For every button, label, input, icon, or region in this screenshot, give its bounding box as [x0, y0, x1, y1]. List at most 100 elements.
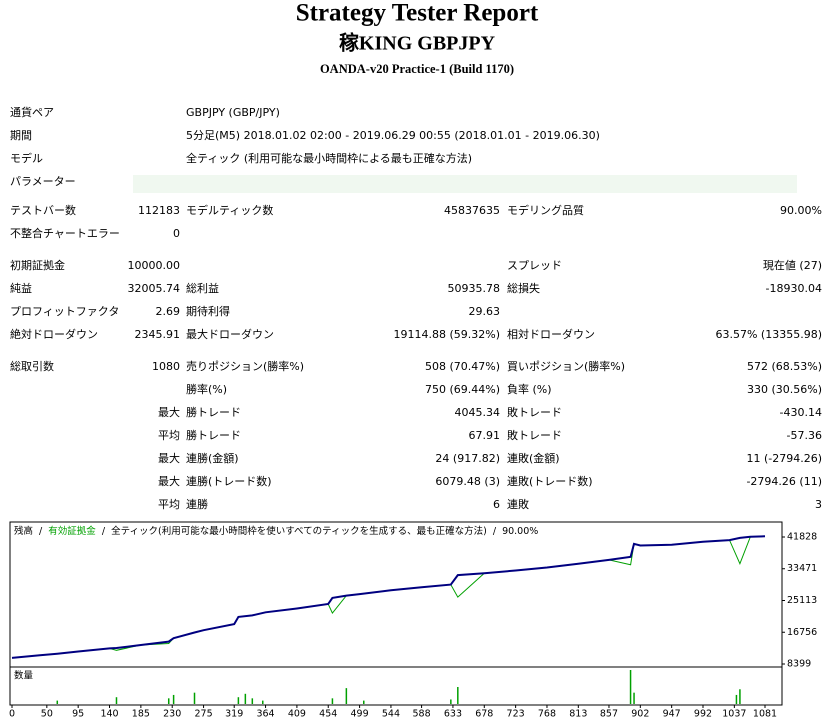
x-tick-label: 185	[132, 709, 150, 720]
stat-label: 連勝(トレード数)	[186, 474, 272, 488]
x-tick-label: 454	[319, 709, 337, 720]
stat-value: 50935.78	[448, 282, 501, 295]
stat-label: 連敗(トレード数)	[507, 474, 593, 488]
stat-label: 敗トレード	[507, 405, 562, 419]
parameters-label: パラメーター	[10, 175, 76, 188]
x-tick-label: 678	[475, 709, 493, 720]
stat-label: 連敗	[507, 497, 529, 511]
stat-label: 売りポジション(勝率%)	[186, 359, 304, 373]
stat-label: 総損失	[507, 281, 540, 295]
chart-frame	[9, 521, 783, 706]
volume-label: 数量	[14, 670, 34, 682]
stat-value: 4045.34	[455, 406, 501, 419]
legend-model: 全ティック(利用可能な最小時間枠を使いすべてのティックを生成する、最も正確な方法…	[111, 525, 487, 537]
x-tick-label: 633	[444, 709, 462, 720]
legend-balance: 残高	[14, 525, 33, 537]
stat-value: 3	[815, 498, 822, 511]
stat-label: 連敗(金額)	[507, 451, 560, 465]
y-tick-label: 25113	[787, 595, 817, 606]
info-value: 5分足(M5) 2018.01.02 02:00 - 2019.06.29 00…	[186, 129, 600, 142]
x-tick-label: 319	[225, 709, 243, 720]
stat-value: 最大	[158, 451, 180, 465]
stat-value: 19114.88 (59.32%)	[393, 328, 500, 341]
stat-value: 29.63	[469, 305, 501, 318]
x-tick-label: 409	[288, 709, 306, 720]
stat-value: 最大	[158, 405, 180, 419]
x-tick-label: 902	[631, 709, 649, 720]
x-tick-label: 544	[382, 709, 400, 720]
x-tick-label: 140	[100, 709, 118, 720]
x-tick-label: 499	[351, 709, 369, 720]
y-tick-label: 41828	[787, 532, 817, 543]
x-tick-label: 723	[507, 709, 525, 720]
stat-value: 最大	[158, 474, 180, 488]
stat-label: 初期証拠金	[10, 258, 65, 272]
stat-value: 11 (-2794.26)	[746, 452, 822, 465]
stat-value: -18930.04	[766, 282, 822, 295]
stat-label: 最大ドローダウン	[186, 327, 274, 341]
stat-value: 32005.74	[128, 282, 181, 295]
stat-value: 6079.48 (3)	[435, 475, 500, 488]
stat-label: 総利益	[186, 281, 219, 295]
stat-value: 2.69	[156, 305, 181, 318]
x-tick-label: 95	[72, 709, 84, 720]
stat-label: 総取引数	[10, 359, 54, 373]
stat-label: 敗トレード	[507, 428, 562, 442]
stat-value: 112183	[138, 204, 180, 217]
stat-label: 期待利得	[186, 304, 230, 318]
stat-value: 750 (69.44%)	[425, 383, 500, 396]
info-label: 期間	[10, 129, 32, 142]
y-tick-label: 16756	[787, 627, 817, 638]
info-value: 全ティック (利用可能な最小時間枠による最も正確な方法)	[186, 151, 472, 165]
legend-separator: /	[102, 526, 106, 537]
stat-value: 平均	[158, 498, 180, 511]
legend-separator: /	[39, 526, 43, 537]
stat-value: -430.14	[780, 406, 822, 419]
x-tick-label: 50	[41, 709, 53, 720]
info-value: GBPJPY (GBP/JPY)	[186, 106, 280, 119]
x-tick-label: 992	[694, 709, 712, 720]
stat-label: 相対ドローダウン	[507, 327, 595, 341]
stat-label: スプレッド	[507, 259, 562, 272]
stat-label: 勝トレード	[186, 405, 241, 419]
stat-value: 67.91	[469, 429, 501, 442]
chart-legend: 残高 / 有効証拠金 / 全ティック(利用可能な最小時間枠を使いすべてのティック…	[14, 525, 538, 537]
stat-label: 純益	[10, 281, 32, 295]
stat-label: 不整合チャートエラー	[10, 226, 120, 240]
stat-label: 買いポジション(勝率%)	[507, 359, 625, 373]
stat-label: 勝率(%)	[186, 382, 227, 396]
stat-label: 絶対ドローダウン	[10, 327, 98, 341]
stat-value: 平均	[158, 429, 180, 442]
stat-value: 0	[173, 227, 180, 240]
x-tick-label: 947	[663, 709, 681, 720]
info-label: 通貨ペア	[10, 105, 54, 119]
stat-value: 90.00%	[780, 204, 822, 217]
stat-value: 508 (70.47%)	[425, 360, 500, 373]
x-tick-label: 813	[569, 709, 587, 720]
x-tick-label: 857	[600, 709, 618, 720]
stat-value: 45837635	[444, 204, 500, 217]
stat-value: 2345.91	[135, 328, 181, 341]
legend-quality: 90.00%	[502, 526, 538, 537]
stat-value: 10000.00	[128, 259, 181, 272]
stat-value: 1080	[152, 360, 180, 373]
stat-value: 24 (917.82)	[435, 452, 500, 465]
x-tick-label: 364	[256, 709, 274, 720]
x-tick-label: 1081	[753, 709, 777, 720]
stat-label: 連勝	[186, 497, 208, 511]
stat-value: 63.57% (13355.98)	[715, 328, 822, 341]
server-label: OANDA-v20 Practice-1 (Build 1170)	[320, 62, 514, 76]
x-tick-label: 1037	[722, 709, 746, 720]
stat-label: モデリング品質	[507, 203, 584, 217]
stat-label: 勝トレード	[186, 428, 241, 442]
x-tick-label: 230	[163, 709, 181, 720]
report-subtitle: 稼KING GBPJPY	[339, 31, 496, 55]
report-title: Strategy Tester Report	[296, 0, 539, 27]
x-tick-label: 275	[194, 709, 212, 720]
legend-separator: /	[493, 526, 497, 537]
stat-value: 572 (68.53%)	[747, 360, 822, 373]
x-tick-label: 588	[413, 709, 431, 720]
legend-equity: 有効証拠金	[48, 525, 96, 537]
stat-label: 負率 (%)	[507, 382, 552, 396]
